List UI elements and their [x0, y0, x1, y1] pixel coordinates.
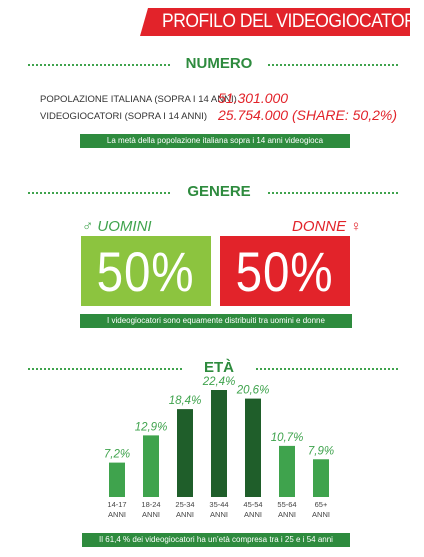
- data-label-14-17: 7,2%: [104, 449, 130, 461]
- bar-18-24: [143, 435, 159, 497]
- row-value-population: 51.301.000: [218, 90, 289, 106]
- men-label: ♂ UOMINI: [82, 218, 152, 235]
- note-numero: La metà della popolazione italiana sopra…: [80, 134, 350, 148]
- women-label-text: DONNE: [292, 218, 347, 235]
- tick-label-55-64-unit: ANNI: [278, 510, 296, 519]
- title-banner: [140, 8, 410, 36]
- tick-label-18-24: 18-24: [141, 500, 160, 509]
- tick-label-35-44-unit: ANNI: [210, 510, 228, 519]
- tick-label-18-24-unit: ANNI: [142, 510, 160, 519]
- tick-label-45-54: 45-54: [243, 500, 262, 509]
- bar-25-34: [177, 409, 193, 497]
- tick-label-65+-unit: ANNI: [312, 510, 330, 519]
- tick-label-65+: 65+: [315, 500, 328, 509]
- bar-35-44: [211, 390, 227, 497]
- row-label-gamers: VIDEOGIOCATORI (SOPRA I 14 ANNI): [40, 111, 207, 122]
- bar-14-17: [109, 462, 125, 497]
- female-icon: ♀: [350, 218, 362, 235]
- data-label-55-64: 10,7%: [271, 432, 304, 444]
- tick-label-25-34: 25-34: [175, 500, 194, 509]
- men-label-text: UOMINI: [97, 218, 152, 235]
- age-bar-chart: 7,2%14-17ANNI12,9%18-24ANNI18,4%25-34ANN…: [104, 376, 334, 519]
- section-title-genere: GENERE: [172, 183, 266, 200]
- bar-45-54: [245, 398, 261, 497]
- page-title: PROFILO DEL VIDEOGIOCATORE: [162, 11, 424, 32]
- section-title-eta: ETÀ: [184, 359, 254, 376]
- data-label-18-24: 12,9%: [135, 421, 168, 433]
- tick-label-14-17-unit: ANNI: [108, 510, 126, 519]
- row-label-population: POPOLAZIONE ITALIANA (SOPRA I 14 ANNI): [40, 94, 237, 105]
- data-label-35-44: 22,4%: [202, 376, 236, 388]
- tick-label-25-34-unit: ANNI: [176, 510, 194, 519]
- data-label-65+: 7,9%: [308, 445, 334, 457]
- tick-label-55-64: 55-64: [277, 500, 296, 509]
- note-eta: Il 61,4 % dei videogiocatori ha un’età c…: [82, 533, 350, 547]
- male-icon: ♂: [82, 218, 94, 235]
- section-title-numero: NUMERO: [170, 55, 268, 72]
- data-label-45-54: 20,6%: [236, 385, 270, 397]
- tick-label-35-44: 35-44: [209, 500, 228, 509]
- men-percentage-box: 50%: [81, 236, 211, 306]
- women-percentage: 50%: [236, 239, 334, 303]
- bar-55-64: [279, 445, 295, 497]
- tick-label-14-17: 14-17: [107, 500, 126, 509]
- tick-label-45-54-unit: ANNI: [244, 510, 262, 519]
- data-label-25-34: 18,4%: [169, 395, 202, 407]
- note-genere: I videogiocatori sono equamente distribu…: [80, 314, 352, 328]
- women-percentage-box: 50%: [220, 236, 350, 306]
- men-percentage: 50%: [97, 239, 195, 303]
- women-label: DONNE ♀: [292, 218, 362, 235]
- row-value-gamers: 25.754.000 (SHARE: 50,2%): [218, 107, 397, 123]
- bar-65+: [313, 459, 329, 497]
